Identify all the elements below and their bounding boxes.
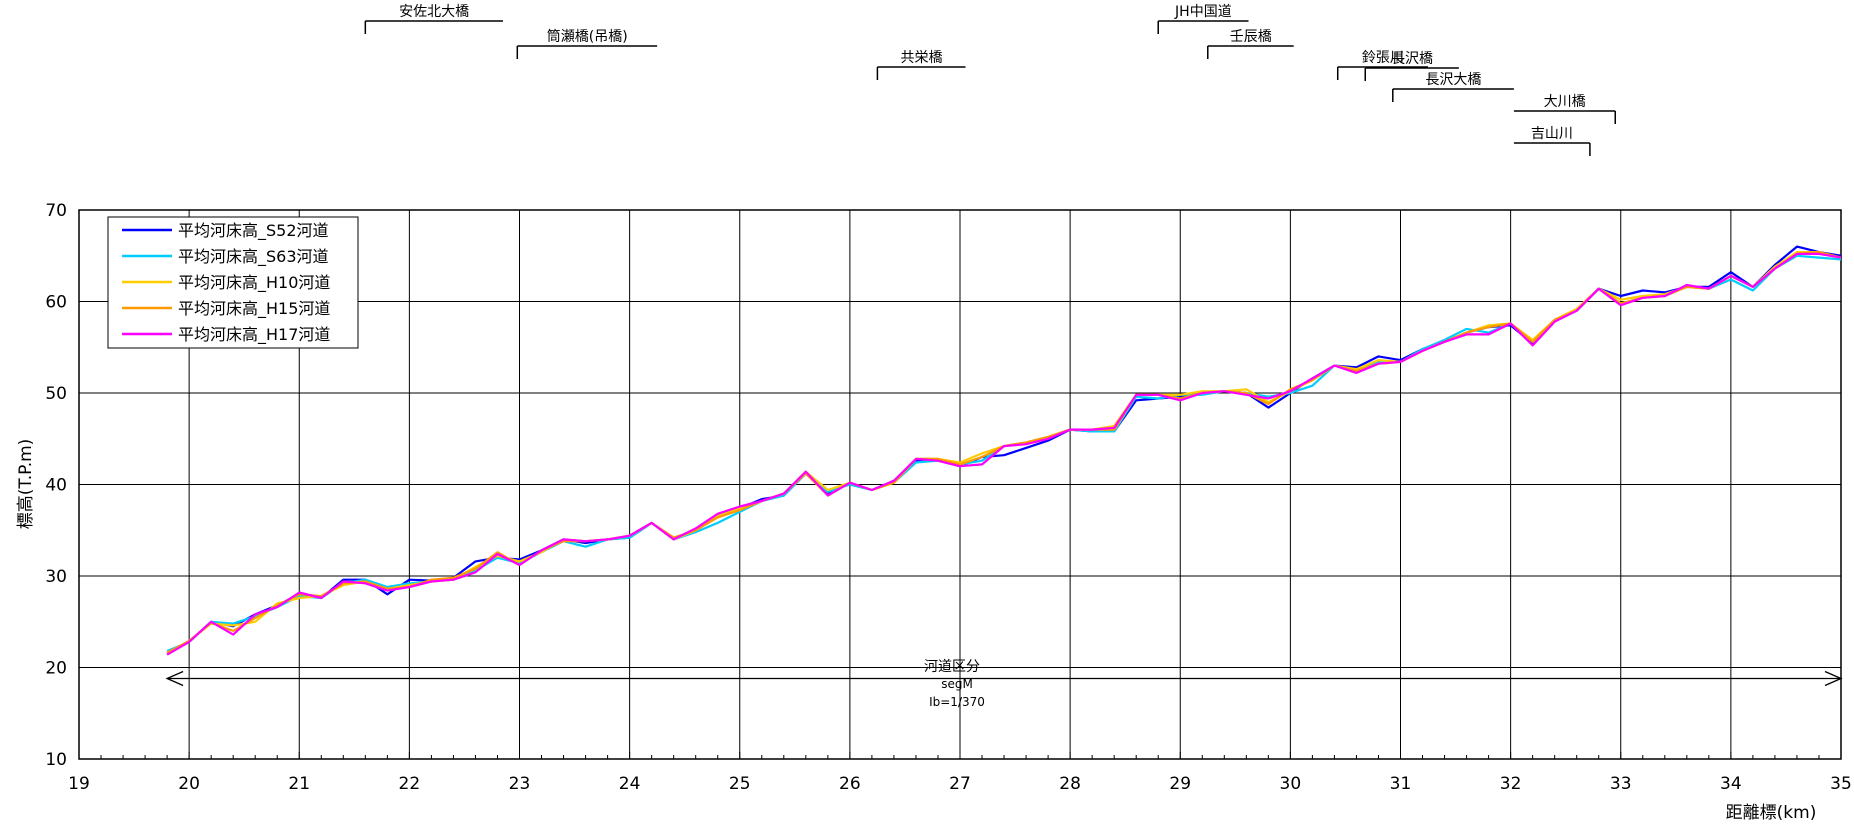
bridge-label: 筒瀬橋(吊橋) [547,28,628,45]
grid [79,210,1841,759]
series-line [166,245,1841,655]
x-axis-label: 距離標(km) [1726,803,1817,823]
bridge-label: 長沢大橋 [1425,72,1481,88]
legend-label: 平均河床高_S52河道 [178,221,329,241]
bridge-label: 大川橋 [1544,94,1586,110]
x-tick-label: 30 [1280,774,1302,794]
x-tick-label: 31 [1390,774,1412,794]
bridge-label: 共栄橋 [900,50,942,66]
y-tick-label: 20 [45,659,67,679]
bridge-label: 長沢橋 [1391,51,1433,67]
x-tick-label: 23 [509,774,531,794]
series-line [166,251,1841,654]
series-line [166,254,1841,653]
x-tick-label: 35 [1830,774,1852,794]
y-tick-label: 70 [45,201,67,221]
legend-label: 平均河床高_H15河道 [178,299,330,319]
y-tick-label: 50 [45,384,67,404]
bridge-label: 吉山川 [1531,126,1573,142]
y-tick-label: 40 [45,476,67,496]
bridge-label: 鈴張川 [1362,50,1404,66]
series-line [166,252,1841,656]
x-tick-label: 21 [288,774,310,794]
x-tick-label: 26 [839,774,861,794]
x-tick-label: 28 [1059,774,1081,794]
x-tick-label: 25 [729,774,751,794]
y-tick-label: 30 [45,567,67,587]
y-tick-label: 10 [45,750,67,770]
x-tick-label: 27 [949,774,971,794]
legend-label: 平均河床高_S63河道 [178,247,329,267]
bridge-label: JH中国道 [1174,4,1232,20]
legend-label: 平均河床高_H10河道 [178,273,330,293]
segment-title: 河道区分 [924,659,980,675]
x-tick-label: 29 [1169,774,1191,794]
segment-gradient: Ib=1/370 [929,695,985,709]
y-axis-label: 標高(T.P.m) [16,439,36,530]
x-tick-label: 24 [619,774,641,794]
segment-annotation: 河道区分 segM Ib=1/370 [165,659,1843,709]
axis-ticks: 19 20 21 22 23 24 25 26 27 28 29 30 31 32 33 34 35 10 20 30… [45,201,1851,794]
x-tick-label: 20 [178,774,200,794]
legend: 平均河床高_S52河道平均河床高_S63河道平均河床高_H10河道平均河床高_H… [107,216,359,349]
segment-arrow-right [1824,670,1843,687]
segment-arrow-left [165,670,184,687]
x-tick-label: 33 [1610,774,1632,794]
series-lines [166,245,1841,656]
legend-label: 平均河床高_H17河道 [178,325,330,345]
x-tick-label: 34 [1720,774,1742,794]
bridge-label: 安佐北大橋 [399,4,469,20]
x-tick-label: 32 [1500,774,1522,794]
series-line [166,251,1841,654]
x-tick-label: 19 [68,774,90,794]
bridge-label: 壬辰橋 [1230,29,1272,45]
segment-name: segM [941,677,973,691]
y-tick-label: 60 [45,293,67,313]
x-tick-label: 22 [399,774,421,794]
